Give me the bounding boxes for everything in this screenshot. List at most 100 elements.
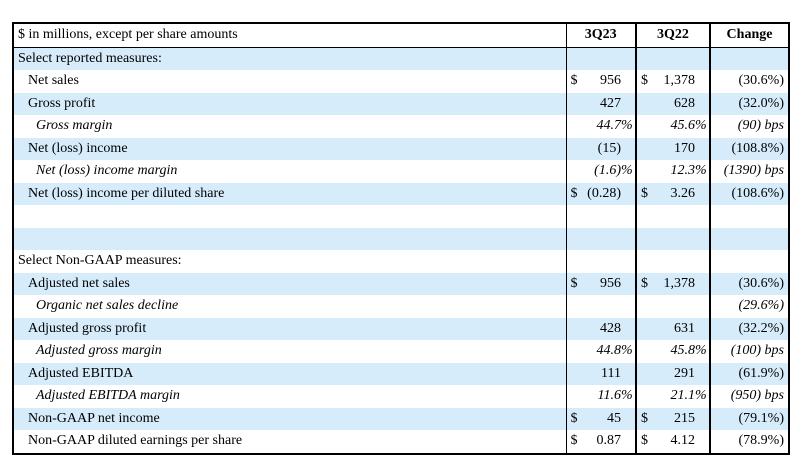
cell-3q23: [565, 47, 636, 70]
cell-3q23-suffix: %: [621, 388, 633, 404]
cell-3q22-value: 21.1: [670, 388, 696, 404]
cell-3q23-value: 45: [607, 410, 621, 426]
cell-3q22-value: 12.3: [670, 163, 696, 179]
table-row: Net sales $956 $1,378 (30.6%): [13, 70, 789, 93]
cell-3q22-value: 1,378: [663, 275, 696, 291]
cell-change: (30.6%): [709, 70, 789, 93]
cell-3q23: [565, 227, 636, 250]
cell-3q23-value: 11.6: [597, 388, 621, 404]
cell-change: (78.9%): [709, 430, 789, 454]
header-3q22: 3Q22: [635, 23, 710, 48]
cell-change: (108.6%): [709, 182, 789, 205]
cell-3q23-currency: $: [570, 275, 578, 291]
table-row: Adjusted gross margin 44.8% 45.8% (100) bps: [13, 340, 789, 363]
table-row: Gross profit 427 628 (32.0%): [13, 92, 789, 115]
cell-3q22-value: 3.26: [670, 185, 696, 201]
cell-3q23: (1.6)%: [565, 160, 636, 183]
table-row: Select Non-GAAP measures:: [13, 250, 789, 273]
cell-change: (950) bps: [709, 385, 789, 408]
cell-3q22: $1,378: [635, 272, 710, 295]
table-row: Adjusted EBITDA 111 291 (61.9%): [13, 362, 789, 385]
cell-3q23-currency: $: [570, 185, 578, 201]
cell-3q23-currency: $: [570, 73, 578, 89]
row-label: Gross profit: [13, 92, 566, 115]
cell-3q23: 111: [565, 362, 636, 385]
cell-change: [709, 250, 789, 273]
cell-3q23: 11.6%: [565, 385, 636, 408]
cell-3q23: $956: [565, 272, 636, 295]
cell-3q23: $0.87: [565, 430, 636, 454]
table-row: Adjusted EBITDA margin 11.6% 21.1% (950) bp…: [13, 385, 789, 408]
table-row: Organic net sales decline (29.6%): [13, 295, 789, 318]
table-row: Gross margin 44.7% 45.6% (90) bps: [13, 115, 789, 138]
header-row: $ in millions, except per share amounts …: [13, 23, 789, 48]
table-row: [13, 205, 789, 228]
cell-3q23: $45: [565, 407, 636, 430]
row-label: Select reported measures:: [13, 47, 566, 70]
row-label: Organic net sales decline: [36, 298, 179, 314]
cell-3q22: [635, 250, 710, 273]
table-row: Net (loss) income per diluted share $ (0.2…: [13, 182, 789, 205]
header-3q23: 3Q23: [565, 23, 636, 48]
cell-3q23: [565, 250, 636, 273]
cell-3q22: 12.3%: [635, 160, 710, 183]
cell-3q23-currency: $: [570, 410, 578, 426]
cell-3q23: 428: [565, 317, 636, 340]
header-change: Change: [709, 23, 789, 48]
cell-3q22-value: 170: [674, 140, 695, 156]
cell-3q23: 427: [565, 92, 636, 115]
table-row: Select reported measures:: [13, 47, 789, 70]
cell-3q22: 45.6%: [635, 115, 710, 138]
cell-3q23-suffix: %: [621, 163, 633, 179]
cell-change: (108.8%): [709, 137, 789, 160]
row-label: Net (loss) income margin: [36, 163, 178, 179]
cell-3q22: $4.12: [635, 430, 710, 454]
row-label: Net sales: [28, 73, 79, 89]
row-label: Adjusted EBITDA: [13, 362, 566, 385]
row-label: Adjusted net sales: [13, 272, 566, 295]
cell-3q22: $3.26: [635, 182, 710, 205]
cell-3q23: $ (0.28): [565, 182, 636, 205]
cell-3q23-value: 0.87: [596, 433, 622, 449]
row-label: Adjusted EBITDA margin: [36, 388, 180, 404]
cell-3q23-value: 44.8: [596, 343, 622, 359]
cell-3q22: [635, 47, 710, 70]
cell-3q23: 44.7%: [565, 115, 636, 138]
table-row: Net (loss) income margin (1.6)% 12.3% (1390…: [13, 160, 789, 183]
cell-3q22-currency: $: [641, 410, 648, 426]
cell-3q22-value: 1,378: [663, 73, 696, 89]
cell-3q22-suffix: %: [695, 343, 707, 359]
cell-3q23: 44.8%: [565, 340, 636, 363]
cell-change: [709, 205, 789, 228]
cell-change: (90) bps: [709, 115, 789, 138]
cell-3q22-value: 215: [674, 410, 695, 426]
row-label: Net (loss) income per diluted share: [13, 182, 566, 205]
cell-change: (61.9%): [709, 362, 789, 385]
cell-3q22-value: 45.6: [670, 118, 696, 134]
table-row: Non-GAAP net income $45 $215 (79.1%): [13, 407, 789, 430]
cell-3q23: $956: [565, 70, 636, 93]
cell-change: (32.2%): [709, 317, 789, 340]
cell-3q22: 628: [635, 92, 710, 115]
cell-3q23: [565, 205, 636, 228]
table-row: Adjusted gross profit 428 631 (32.2%): [13, 317, 789, 340]
table-row: Net (loss) income (15) 170 (108.8%): [13, 137, 789, 160]
cell-3q22: [635, 227, 710, 250]
cell-change: [709, 47, 789, 70]
row-label: [13, 205, 566, 228]
cell-3q23-value: 427: [600, 95, 621, 111]
cell-change: [709, 227, 789, 250]
row-label: Adjusted gross margin: [36, 343, 162, 359]
cell-change: (100) bps: [709, 340, 789, 363]
table-row: Non-GAAP diluted earnings per share $0.87…: [13, 430, 789, 454]
cell-3q23-value: 956: [600, 275, 621, 291]
row-label: Gross margin: [36, 118, 113, 134]
cell-3q22: 291: [635, 362, 710, 385]
cell-3q22-suffix: %: [695, 388, 707, 404]
cell-3q23-suffix: %: [621, 118, 633, 134]
row-label: Select Non-GAAP measures:: [18, 253, 182, 269]
cell-3q22: 631: [635, 317, 710, 340]
cell-3q22-value: 628: [674, 95, 695, 111]
cell-3q22: 21.1%: [635, 385, 710, 408]
cell-3q22-currency: $: [641, 73, 648, 89]
